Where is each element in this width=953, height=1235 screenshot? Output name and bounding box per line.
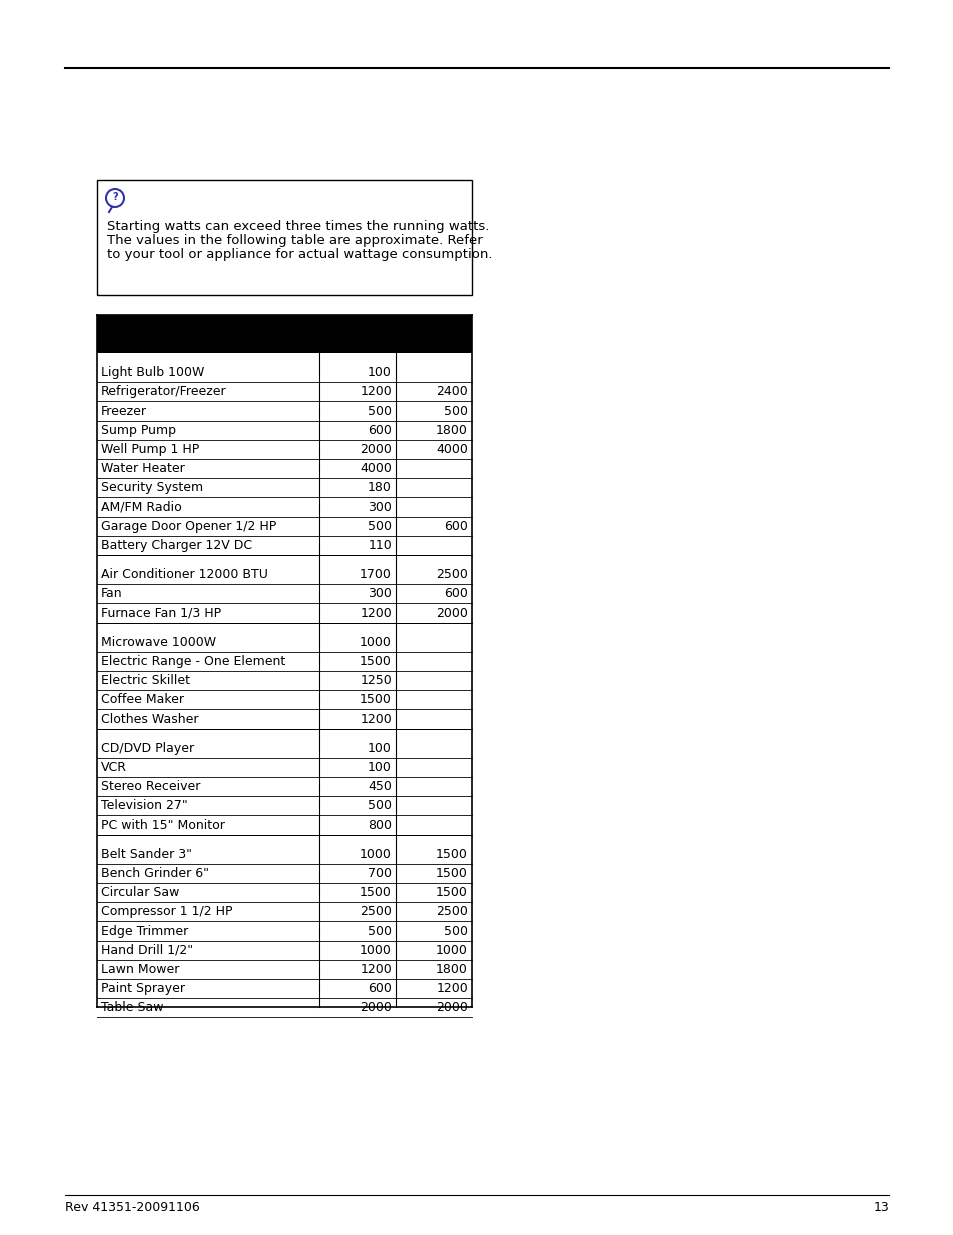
Text: 1500: 1500 — [359, 885, 392, 899]
Text: Rev 41351-20091106: Rev 41351-20091106 — [65, 1200, 199, 1214]
Text: 1200: 1200 — [360, 606, 392, 620]
Text: 1800: 1800 — [436, 963, 468, 976]
Text: 700: 700 — [368, 867, 392, 879]
Text: 600: 600 — [368, 424, 392, 437]
Text: 180: 180 — [368, 482, 392, 494]
Text: 500: 500 — [368, 925, 392, 937]
Text: VCR: VCR — [101, 761, 127, 774]
Text: 2400: 2400 — [436, 385, 468, 399]
Text: 2000: 2000 — [436, 1002, 468, 1014]
Text: Water Heater: Water Heater — [101, 462, 185, 475]
Text: 1000: 1000 — [436, 944, 468, 957]
Text: Stereo Receiver: Stereo Receiver — [101, 781, 200, 793]
Text: 300: 300 — [368, 588, 392, 600]
Bar — [97, 835, 472, 845]
Text: Edge Trimmer: Edge Trimmer — [101, 925, 188, 937]
Bar — [97, 729, 472, 739]
Text: Starting watts can exceed three times the running watts.: Starting watts can exceed three times th… — [107, 220, 489, 233]
Text: 4000: 4000 — [359, 462, 392, 475]
Text: Compressor 1 1/2 HP: Compressor 1 1/2 HP — [101, 905, 233, 919]
Text: 2500: 2500 — [436, 568, 468, 582]
Text: 1000: 1000 — [359, 636, 392, 648]
Text: Freezer: Freezer — [101, 405, 147, 417]
Text: Garage Door Opener 1/2 HP: Garage Door Opener 1/2 HP — [101, 520, 276, 532]
Bar — [97, 555, 472, 564]
Text: 500: 500 — [368, 520, 392, 532]
Text: Electric Range - One Element: Electric Range - One Element — [101, 655, 285, 668]
Text: 2000: 2000 — [359, 1002, 392, 1014]
Text: 1500: 1500 — [359, 655, 392, 668]
Text: 2500: 2500 — [359, 905, 392, 919]
Text: 600: 600 — [444, 588, 468, 600]
Text: 450: 450 — [368, 781, 392, 793]
Text: 500: 500 — [368, 405, 392, 417]
Bar — [97, 315, 472, 353]
Text: Hand Drill 1/2": Hand Drill 1/2" — [101, 944, 193, 957]
Text: 2000: 2000 — [436, 606, 468, 620]
Text: 600: 600 — [444, 520, 468, 532]
Text: Television 27": Television 27" — [101, 799, 188, 813]
Text: 110: 110 — [368, 538, 392, 552]
Text: 1500: 1500 — [359, 693, 392, 706]
Text: 13: 13 — [872, 1200, 888, 1214]
Text: 500: 500 — [368, 799, 392, 813]
Text: Lawn Mower: Lawn Mower — [101, 963, 179, 976]
Text: PC with 15" Monitor: PC with 15" Monitor — [101, 819, 225, 831]
Text: Refrigerator/Freezer: Refrigerator/Freezer — [101, 385, 227, 399]
Text: Sump Pump: Sump Pump — [101, 424, 175, 437]
Text: 1800: 1800 — [436, 424, 468, 437]
Text: 1200: 1200 — [360, 385, 392, 399]
Bar — [97, 353, 472, 363]
Bar — [97, 622, 472, 632]
Text: 600: 600 — [368, 982, 392, 995]
Text: Air Conditioner 12000 BTU: Air Conditioner 12000 BTU — [101, 568, 268, 582]
Text: CD/DVD Player: CD/DVD Player — [101, 742, 193, 755]
Text: 100: 100 — [368, 742, 392, 755]
Text: Fan: Fan — [101, 588, 123, 600]
Text: to your tool or appliance for actual wattage consumption.: to your tool or appliance for actual wat… — [107, 248, 492, 261]
Text: Battery Charger 12V DC: Battery Charger 12V DC — [101, 538, 252, 552]
Text: 1000: 1000 — [359, 944, 392, 957]
Text: 100: 100 — [368, 366, 392, 379]
Text: Belt Sander 3": Belt Sander 3" — [101, 847, 192, 861]
Text: Table Saw: Table Saw — [101, 1002, 163, 1014]
Text: 1000: 1000 — [359, 847, 392, 861]
Text: Electric Skillet: Electric Skillet — [101, 674, 190, 687]
Text: 1700: 1700 — [359, 568, 392, 582]
Text: Security System: Security System — [101, 482, 203, 494]
Text: Bench Grinder 6": Bench Grinder 6" — [101, 867, 209, 879]
Text: AM/FM Radio: AM/FM Radio — [101, 500, 182, 514]
Text: 1200: 1200 — [436, 982, 468, 995]
Text: 2500: 2500 — [436, 905, 468, 919]
Text: Paint Sprayer: Paint Sprayer — [101, 982, 185, 995]
FancyBboxPatch shape — [97, 180, 472, 295]
Text: Well Pump 1 HP: Well Pump 1 HP — [101, 443, 199, 456]
Text: 100: 100 — [368, 761, 392, 774]
Text: 4000: 4000 — [436, 443, 468, 456]
Text: Furnace Fan 1/3 HP: Furnace Fan 1/3 HP — [101, 606, 221, 620]
Text: 1250: 1250 — [360, 674, 392, 687]
Text: Clothes Washer: Clothes Washer — [101, 713, 198, 725]
Text: 1200: 1200 — [360, 713, 392, 725]
Text: The values in the following table are approximate. Refer: The values in the following table are ap… — [107, 233, 482, 247]
Text: ?: ? — [112, 191, 117, 203]
Text: 800: 800 — [368, 819, 392, 831]
Text: 300: 300 — [368, 500, 392, 514]
Text: 1500: 1500 — [436, 867, 468, 879]
Text: 1500: 1500 — [436, 847, 468, 861]
Text: Coffee Maker: Coffee Maker — [101, 693, 184, 706]
Text: 500: 500 — [443, 925, 468, 937]
Text: 1500: 1500 — [436, 885, 468, 899]
Text: 2000: 2000 — [359, 443, 392, 456]
Text: Microwave 1000W: Microwave 1000W — [101, 636, 216, 648]
Text: 1200: 1200 — [360, 963, 392, 976]
Text: Circular Saw: Circular Saw — [101, 885, 179, 899]
Text: Light Bulb 100W: Light Bulb 100W — [101, 366, 204, 379]
Text: 500: 500 — [443, 405, 468, 417]
